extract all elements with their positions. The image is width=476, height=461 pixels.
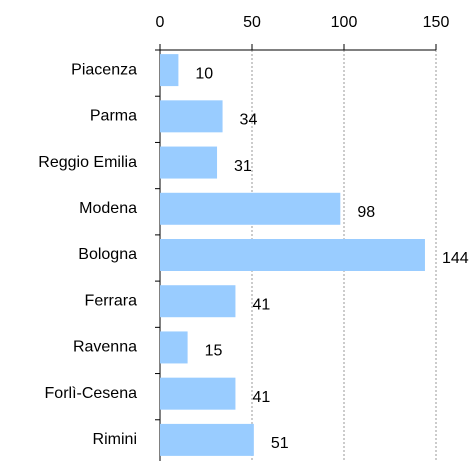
bar (160, 331, 188, 364)
y-tick-label: Bologna (78, 246, 137, 263)
bar (160, 100, 223, 133)
data-label: 51 (271, 435, 289, 452)
y-tick-label: Forlì-Cesena (45, 385, 138, 402)
x-tick-label: 150 (423, 14, 450, 31)
y-tick-label: Ferrara (85, 292, 138, 309)
x-tick-label: 50 (243, 14, 261, 31)
bar (160, 192, 341, 225)
y-tick-label: Piacenza (71, 61, 137, 78)
data-label: 10 (195, 65, 213, 82)
bar (160, 54, 179, 87)
y-tick-label: Rimini (93, 431, 137, 448)
x-tick-label: 100 (331, 14, 358, 31)
bar (160, 285, 236, 318)
x-tick-label: 0 (156, 14, 165, 31)
y-tick-label: Modena (79, 200, 137, 217)
data-label: 41 (252, 389, 270, 406)
bar (160, 239, 425, 271)
data-label: 98 (357, 204, 375, 221)
data-label: 144 (442, 250, 469, 267)
data-label: 15 (205, 343, 223, 360)
data-label: 31 (234, 158, 252, 175)
bar (160, 423, 254, 456)
data-label: 41 (252, 296, 270, 313)
y-tick-label: Ravenna (73, 339, 137, 356)
data-label: 34 (240, 112, 258, 129)
bar (160, 146, 218, 179)
y-tick-label: Parma (90, 108, 137, 125)
bar (160, 377, 236, 410)
y-tick-label: Reggio Emilia (38, 154, 137, 171)
